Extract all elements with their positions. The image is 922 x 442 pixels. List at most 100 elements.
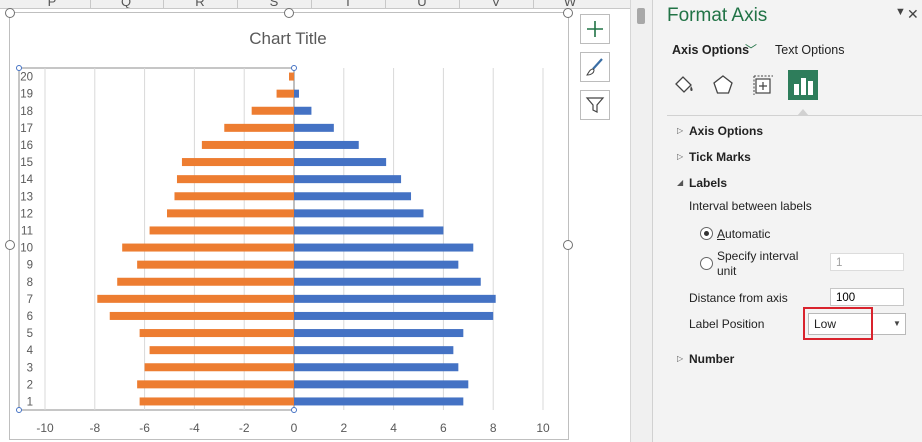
bar-series-1-cat-2[interactable] (137, 380, 294, 389)
bar-series-1-cat-7[interactable] (97, 294, 294, 303)
bar-series-2-cat-10[interactable] (294, 243, 474, 252)
y-tick-label[interactable]: 3 (27, 362, 33, 374)
distance-from-axis-input[interactable]: 100 (830, 288, 904, 306)
column-header-p[interactable]: P (47, 0, 57, 9)
x-tick-label[interactable]: 10 (536, 421, 550, 435)
bar-series-1-cat-17[interactable] (224, 123, 294, 132)
plot-area-selection[interactable] (18, 67, 295, 411)
x-tick-label[interactable]: -6 (139, 421, 150, 435)
y-tick-label[interactable]: 8 (27, 277, 33, 289)
y-tick-label[interactable]: 14 (20, 174, 33, 186)
chart-elements-button[interactable] (580, 14, 610, 44)
vertical-scrollbar[interactable] (630, 0, 653, 442)
chart-title[interactable]: Chart Title (249, 29, 326, 48)
specify-interval-unit-label[interactable]: unit (717, 264, 737, 278)
y-tick-label[interactable]: 7 (27, 294, 33, 306)
plot-handle-br[interactable] (291, 407, 297, 413)
bar-series-2-cat-8[interactable] (294, 277, 481, 286)
bar-series-2-cat-19[interactable] (294, 89, 299, 98)
collapsed-triangle-icon[interactable]: ▷ (677, 152, 684, 161)
plot-handle-tl[interactable] (16, 65, 22, 71)
x-tick-label[interactable]: -2 (239, 421, 250, 435)
column-header-q[interactable]: Q (120, 0, 132, 9)
x-tick-label[interactable]: 6 (440, 421, 447, 435)
y-tick-label[interactable]: 16 (20, 140, 33, 152)
bar-series-1-cat-19[interactable] (276, 89, 294, 98)
y-tick-label[interactable]: 4 (27, 345, 34, 357)
y-tick-label[interactable]: 18 (20, 106, 33, 118)
bar-series-1-cat-1[interactable] (139, 397, 294, 406)
section-tick-marks[interactable]: Tick Marks (689, 150, 751, 164)
bar-series-2-cat-3[interactable] (294, 363, 459, 372)
bar-series-2-cat-12[interactable] (294, 209, 424, 218)
bar-series-1-cat-9[interactable] (137, 260, 294, 269)
y-tick-label[interactable]: 15 (20, 157, 33, 169)
y-tick-label[interactable]: 20 (20, 72, 33, 84)
y-tick-label[interactable]: 12 (20, 208, 33, 220)
x-tick-label[interactable]: 0 (291, 421, 298, 435)
bar-series-1-cat-18[interactable] (251, 106, 294, 115)
specify-interval-label[interactable]: Specify interval (717, 249, 799, 263)
bar-series-2-cat-13[interactable] (294, 192, 412, 201)
chevron-down-icon[interactable]: ▼ (893, 319, 901, 328)
x-tick-label[interactable]: -10 (36, 421, 54, 435)
y-tick-label[interactable]: 11 (21, 225, 33, 237)
resize-handle-top-right[interactable] (563, 8, 573, 18)
collapsed-triangle-icon[interactable]: ▷ (677, 354, 684, 363)
tab-axis-options[interactable]: Axis Options (672, 43, 750, 57)
bar-series-1-cat-10[interactable] (122, 243, 294, 252)
label-position-dropdown[interactable]: Low ▼ (808, 313, 906, 335)
bar-series-1-cat-20[interactable] (289, 72, 294, 81)
bar-series-1-cat-16[interactable] (201, 140, 294, 149)
bar-series-2-cat-4[interactable] (294, 346, 454, 355)
y-tick-label[interactable]: 5 (27, 328, 33, 340)
bar-series-2-cat-1[interactable] (294, 397, 464, 406)
y-tick-label[interactable]: 6 (27, 311, 33, 323)
column-header-w[interactable]: W (563, 0, 577, 9)
radio-specify-interval[interactable] (700, 257, 713, 270)
chart-styles-button[interactable] (580, 52, 610, 82)
bar-series-2-cat-9[interactable] (294, 260, 459, 269)
specify-interval-input[interactable]: 1 (830, 253, 904, 271)
bar-series-1-cat-6[interactable] (109, 311, 295, 320)
bar-series-1-cat-13[interactable] (174, 192, 294, 201)
bar-series-1-cat-14[interactable] (176, 175, 294, 184)
plot-handle-bl[interactable] (16, 407, 22, 413)
pane-options-icon[interactable]: ▼ (895, 6, 906, 18)
bar-series-1-cat-5[interactable] (139, 329, 294, 338)
bar-series-1-cat-8[interactable] (117, 277, 295, 286)
column-header-t[interactable]: T (344, 0, 352, 9)
tab-text-options[interactable]: Text Options (775, 43, 845, 57)
effects-button[interactable] (708, 70, 738, 100)
column-header-s[interactable]: S (269, 0, 279, 9)
bar-series-2-cat-11[interactable] (294, 226, 444, 235)
bar-series-2-cat-2[interactable] (294, 380, 469, 389)
y-tick-label[interactable]: 1 (27, 396, 33, 408)
y-tick-label[interactable]: 17 (20, 123, 33, 135)
y-tick-label[interactable]: 13 (20, 191, 33, 203)
collapsed-triangle-icon[interactable]: ▷ (677, 126, 684, 135)
section-labels[interactable]: Labels (689, 176, 728, 190)
bar-series-1-cat-12[interactable] (167, 209, 294, 218)
bar-series-1-cat-15[interactable] (181, 158, 294, 167)
plot-handle-tr[interactable] (291, 65, 297, 71)
bar-series-2-cat-7[interactable] (294, 294, 496, 303)
close-icon[interactable]: ✕ (907, 6, 919, 22)
bar-series-2-cat-18[interactable] (294, 106, 312, 115)
y-tick-label[interactable]: 9 (27, 260, 33, 272)
bar-series-1-cat-3[interactable] (144, 363, 294, 372)
bar-series-2-cat-14[interactable] (294, 175, 402, 184)
section-number[interactable]: Number (689, 352, 735, 366)
y-tick-label[interactable]: 19 (20, 89, 33, 101)
bar-series-2-cat-15[interactable] (294, 158, 387, 167)
bar-series-1-cat-4[interactable] (149, 346, 294, 355)
chart-filters-button[interactable] (580, 90, 610, 120)
column-header-v[interactable]: V (491, 0, 501, 9)
column-header-u[interactable]: U (417, 0, 427, 9)
chevron-down-icon[interactable]: ﹀ (745, 43, 758, 57)
bar-series-2-cat-5[interactable] (294, 329, 464, 338)
bar-series-2-cat-17[interactable] (294, 123, 334, 132)
expanded-triangle-icon[interactable]: ◢ (677, 178, 684, 187)
x-tick-label[interactable]: 4 (390, 421, 397, 435)
bar-series-2-cat-6[interactable] (294, 311, 494, 320)
